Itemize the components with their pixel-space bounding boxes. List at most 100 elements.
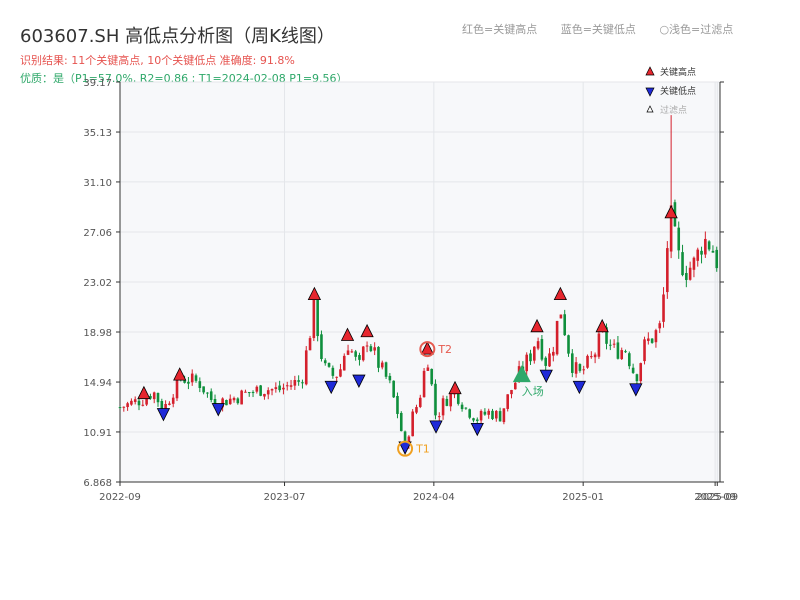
key-low-marker: [156, 408, 171, 422]
top-legend-filtered: ○浅色=过滤点: [659, 23, 734, 36]
key-high-marker: [173, 367, 187, 381]
candle-body: [631, 367, 635, 373]
candle-body: [563, 314, 567, 336]
candle-body: [190, 373, 194, 383]
entry-label: 入场: [522, 384, 544, 398]
candle-body: [228, 398, 232, 405]
candle-body: [168, 403, 171, 405]
candle-body: [498, 411, 502, 422]
candle-body: [662, 294, 665, 322]
candle-body: [567, 335, 570, 354]
candle-body: [434, 383, 437, 416]
x-tick-label: 2025-09: [696, 492, 738, 503]
candle-body: [301, 382, 304, 384]
candle-body: [449, 393, 452, 407]
candle-body: [145, 397, 148, 405]
candle-body: [380, 362, 384, 368]
candle-body: [666, 248, 669, 293]
candle-body: [696, 249, 700, 261]
candle-body: [624, 351, 627, 353]
candle-body: [194, 375, 198, 381]
key-low-marker: [352, 374, 366, 388]
candle-body: [510, 389, 513, 395]
candle-body: [388, 375, 392, 381]
candle-body: [396, 395, 399, 414]
candle-body: [335, 376, 338, 378]
top-legend-high: 红色=关键高点: [462, 23, 538, 36]
candle-body: [688, 267, 692, 280]
y-tick-label: 23.02: [83, 278, 112, 289]
candle-body: [126, 403, 129, 408]
entry-marker: [512, 365, 531, 383]
candle-body: [361, 346, 365, 361]
candle-body: [487, 410, 490, 415]
candle-body: [320, 334, 323, 360]
candle-body: [346, 350, 350, 355]
candle-body: [582, 369, 586, 371]
candle-body: [293, 380, 297, 386]
candle-body: [681, 252, 684, 276]
key-high-marker: [360, 323, 374, 338]
candle-body: [149, 396, 152, 399]
candle-body: [122, 406, 126, 408]
candle-body: [468, 409, 471, 418]
candle-body: [639, 363, 643, 382]
t2-marker: [419, 341, 436, 358]
candle-body: [202, 386, 205, 393]
candle-body: [339, 369, 342, 377]
x-tick-label: 2023-07: [264, 492, 306, 503]
key-low-marker: [470, 422, 484, 437]
candle-body: [407, 436, 411, 445]
key-high-marker: [553, 286, 568, 301]
candle-body: [472, 418, 475, 421]
candle-body: [247, 392, 251, 394]
candle-body: [605, 327, 608, 344]
t2-label: T2: [437, 343, 452, 356]
candle-body: [130, 400, 133, 405]
candle-body: [141, 404, 145, 406]
candle-body: [198, 381, 202, 389]
candle-body: [529, 353, 532, 362]
key-high-marker: [307, 286, 322, 301]
y-tick-label: 18.98: [83, 328, 112, 339]
key-low-marker: [629, 383, 643, 397]
candle-body: [278, 385, 281, 391]
candle-body: [399, 412, 403, 432]
key-high-marker: [340, 327, 355, 341]
candle-body: [647, 338, 650, 341]
chart-title: 603607.SH 高低点分析图（周K线图）: [20, 26, 335, 47]
candle-body: [571, 353, 574, 373]
candle-body: [225, 399, 228, 406]
legend-low-swatch: [645, 87, 655, 97]
candle-body: [597, 333, 601, 357]
candle-body: [160, 401, 164, 411]
candle-body: [654, 330, 658, 343]
key-high-marker: [530, 318, 544, 333]
candle-body: [506, 394, 509, 409]
candle-body: [552, 351, 555, 356]
y-tick-label: 31.10: [83, 178, 112, 189]
y-tick-label: 6.868: [83, 478, 112, 489]
candle-body: [437, 416, 441, 418]
candle-body: [559, 314, 563, 319]
candle-body: [460, 404, 464, 410]
candle-body: [316, 298, 319, 337]
x-tick-label: 2022-09: [99, 492, 141, 503]
candle-body: [430, 368, 433, 385]
candle-body: [650, 338, 654, 343]
candle-body: [377, 346, 380, 368]
y-tick-label: 14.94: [83, 378, 112, 389]
candle-body: [358, 355, 361, 360]
key-low-marker: [572, 380, 587, 395]
candle-body: [479, 410, 483, 421]
candle-body: [221, 398, 224, 408]
candle-body: [342, 355, 346, 371]
y-tick-label: 39.17: [83, 78, 112, 89]
top-legend-low: 蓝色=关键低点: [560, 23, 636, 36]
candle-body: [628, 353, 631, 367]
candle-body: [422, 370, 426, 398]
candle-body: [118, 407, 122, 409]
candle-body: [308, 338, 312, 351]
candle-body: [411, 411, 414, 437]
